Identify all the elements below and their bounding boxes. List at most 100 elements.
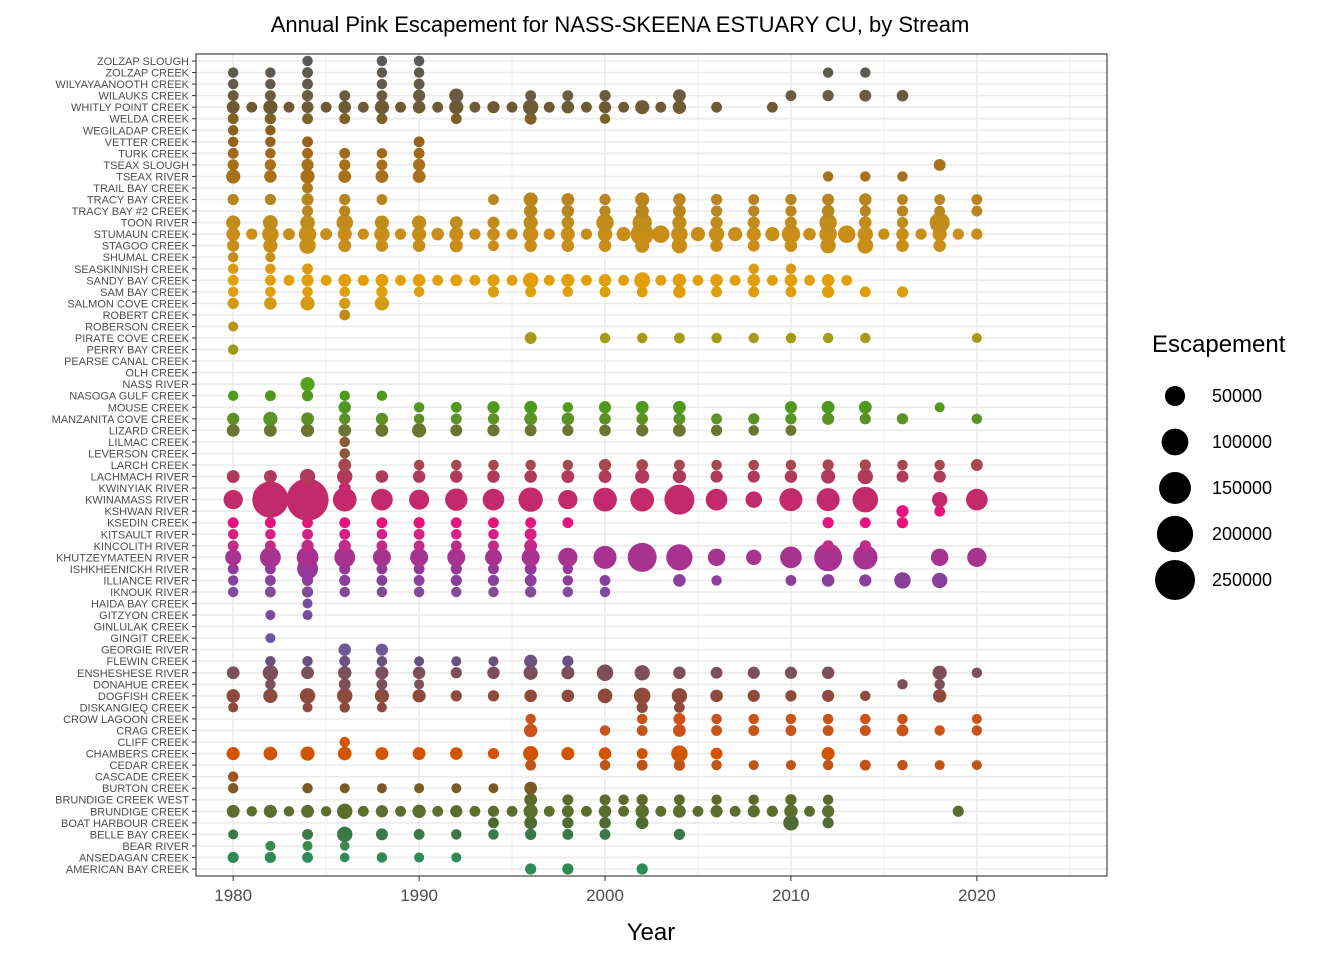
data-point (412, 470, 426, 483)
data-point (692, 805, 704, 817)
data-point (934, 459, 945, 471)
data-point (300, 746, 315, 761)
data-point (561, 100, 575, 114)
legend-key (1155, 560, 1195, 600)
data-point (339, 297, 351, 309)
legend-label: 250000 (1212, 570, 1272, 590)
data-point (672, 469, 687, 484)
data-point (524, 574, 537, 587)
data-point (450, 563, 462, 575)
y-tick-label: TURK CREEK (118, 148, 190, 160)
data-point (672, 804, 686, 818)
data-point (785, 575, 797, 586)
y-tick-label: AMERICAN BAY CREEK (66, 864, 190, 876)
data-point (339, 205, 351, 217)
data-point (449, 227, 464, 242)
data-point (635, 204, 649, 218)
data-point (302, 182, 313, 194)
y-tick-label: ROBERT CREEK (103, 310, 190, 322)
data-point (934, 760, 945, 771)
data-point (896, 286, 909, 298)
data-point (859, 413, 871, 425)
data-point (598, 239, 612, 252)
data-point (376, 575, 388, 586)
data-point (413, 563, 425, 575)
data-point (616, 227, 631, 242)
data-point (264, 517, 276, 529)
data-point (523, 665, 538, 680)
data-point (413, 540, 425, 552)
data-point (729, 274, 741, 286)
data-point (561, 204, 575, 218)
y-tick-label: TRACY BAY #2 CREEK (72, 206, 190, 218)
data-point (227, 529, 239, 540)
data-point (636, 759, 648, 771)
data-point (857, 237, 874, 254)
data-point (320, 101, 332, 113)
data-point (821, 747, 835, 761)
data-point (821, 469, 836, 484)
data-point (302, 263, 313, 275)
data-point (822, 540, 834, 552)
data-point (298, 225, 317, 243)
data-point (934, 725, 945, 736)
data-point (371, 488, 393, 511)
data-point (488, 194, 499, 205)
data-point (226, 470, 240, 483)
data-point (413, 147, 425, 159)
data-point (357, 805, 369, 817)
data-point (263, 470, 277, 483)
data-point (896, 227, 909, 241)
data-point (485, 548, 502, 566)
data-point (524, 400, 538, 414)
data-point (746, 227, 761, 242)
data-point (413, 286, 425, 298)
data-point (450, 690, 462, 702)
data-point (784, 804, 798, 818)
data-point (264, 274, 276, 286)
data-point (785, 424, 797, 436)
data-point (672, 423, 686, 437)
data-point (375, 273, 389, 287)
data-point (853, 545, 878, 570)
data-point (487, 424, 500, 437)
data-point (450, 424, 463, 437)
data-point (265, 840, 276, 851)
y-tick-label: KITSAULT RIVER (101, 529, 189, 541)
data-point (747, 470, 760, 483)
data-point (375, 423, 389, 437)
grid-layer (196, 54, 1107, 876)
data-point (450, 470, 463, 483)
data-point (301, 205, 314, 217)
data-point (819, 213, 837, 232)
y-tick-label: WELDA CREEK (110, 114, 190, 126)
y-tick-label: SHUMAL CREEK (103, 252, 190, 264)
data-point (710, 193, 723, 206)
data-point (561, 273, 575, 287)
data-point (228, 829, 239, 840)
data-point (857, 226, 873, 242)
data-point (915, 228, 927, 240)
data-point (860, 332, 871, 344)
data-point (785, 760, 796, 771)
y-tick-label: DONAHUE CREEK (93, 679, 190, 691)
data-point (302, 702, 313, 713)
data-point (524, 816, 538, 830)
data-point (376, 390, 388, 401)
data-point (822, 285, 835, 298)
data-point (431, 227, 444, 241)
data-point (414, 852, 425, 863)
data-point (561, 805, 574, 818)
data-point (705, 488, 728, 511)
data-point (766, 805, 778, 817)
data-point (300, 215, 315, 230)
data-point (488, 517, 499, 529)
data-point (822, 90, 834, 102)
data-point (432, 805, 444, 817)
data-point (804, 274, 815, 286)
data-point (339, 586, 350, 598)
data-point (412, 170, 426, 183)
data-point (634, 272, 651, 289)
y-tick-label: PIRATE COVE CREEK (75, 333, 190, 345)
y-tick-label: WHITLY POINT CREEK (71, 102, 190, 114)
